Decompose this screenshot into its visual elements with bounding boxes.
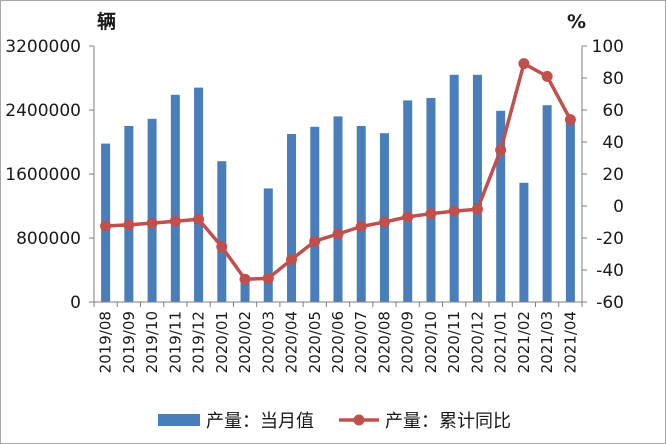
left-tick-label: 1600000 (5, 165, 81, 185)
left-tick-label: 800000 (16, 229, 81, 249)
bar (124, 126, 134, 302)
x-tick-label: 2020/01 (213, 311, 231, 373)
x-tick-label: 2020/02 (236, 311, 254, 373)
bar (542, 105, 552, 302)
x-tick-label: 2020/09 (399, 311, 417, 373)
x-tick-label: 2020/04 (283, 311, 301, 373)
line-point (332, 228, 344, 240)
line-point (541, 70, 553, 82)
x-tick-label: 2019/08 (97, 311, 115, 373)
bar (356, 126, 366, 302)
right-tick-label: 40 (602, 133, 624, 153)
legend-bar-swatch (158, 414, 200, 426)
x-tick-label: 2021/02 (515, 311, 533, 373)
line-point (169, 215, 181, 227)
right-tick-label: -20 (596, 229, 624, 249)
x-tick-label: 2019/10 (143, 311, 161, 373)
left-tick-label: 3200000 (5, 37, 81, 57)
bar (147, 118, 157, 302)
line-point (378, 216, 390, 228)
line-point (425, 208, 437, 220)
bar (472, 74, 482, 302)
left-tick-label: 2400000 (5, 101, 81, 121)
bar (170, 94, 180, 302)
line-point (262, 272, 274, 284)
bar (217, 161, 227, 302)
bar (310, 126, 320, 302)
right-tick-label: 60 (602, 101, 624, 121)
x-tick-label: 2020/11 (445, 311, 463, 373)
bar (519, 182, 529, 302)
line-point (239, 273, 251, 285)
bar (496, 110, 506, 302)
x-tick-label: 2021/04 (561, 311, 579, 373)
line-point (402, 211, 414, 223)
line-point (146, 217, 158, 229)
right-tick-label: 100 (592, 37, 624, 57)
axes (89, 45, 587, 307)
legend-line-marker (353, 414, 365, 426)
x-tick-label: 2020/03 (259, 311, 277, 373)
bar-series (101, 74, 575, 303)
line-point (123, 219, 135, 231)
line-point (564, 114, 576, 126)
bar (194, 87, 204, 302)
x-tick-label: 2020/06 (329, 311, 347, 373)
x-tick-label: 2021/03 (538, 311, 556, 373)
legend-line-label: 产量：累计同比 (385, 411, 511, 432)
x-tick-label: 2019/12 (190, 311, 208, 373)
bar (403, 100, 413, 303)
right-tick-label: 20 (602, 165, 624, 185)
x-tick-label: 2020/12 (468, 311, 486, 373)
line-point (355, 220, 367, 232)
legend: 产量：当月值 产量：累计同比 (158, 411, 511, 432)
bar (333, 116, 343, 303)
x-tick-label: 2019/09 (120, 311, 138, 373)
x-tick-label: 2020/08 (375, 311, 393, 373)
bar (263, 188, 273, 302)
bar (287, 134, 297, 302)
line-point (309, 235, 321, 247)
x-tick-label: 2019/11 (166, 311, 184, 373)
line-point (286, 254, 298, 266)
x-tick-label: 2020/07 (352, 311, 370, 373)
line-point (518, 58, 530, 70)
right-tick-label: -40 (596, 261, 624, 281)
right-tick-label: -60 (596, 293, 624, 313)
line-point (471, 203, 483, 215)
bar (240, 282, 250, 302)
left-tick-label: 0 (70, 293, 81, 313)
left-axis-unit: 辆 (97, 10, 116, 33)
tick-labels: 0 800000 1600000 2400000 3200000 -60 -40 -20 0 20… (5, 37, 624, 373)
right-tick-label: 0 (613, 197, 624, 217)
line-point (216, 241, 228, 253)
line-series (100, 58, 576, 285)
bar (449, 74, 459, 302)
bar (426, 98, 436, 302)
x-tick-label: 2020/05 (306, 311, 324, 373)
line-point (193, 213, 205, 225)
bar (565, 118, 575, 302)
line-point (448, 205, 460, 217)
line-point (100, 220, 112, 232)
x-tick-label: 2021/01 (492, 311, 510, 373)
right-tick-label: 80 (602, 69, 624, 89)
legend-bar-label: 产量：当月值 (206, 411, 314, 432)
right-axis-unit: % (567, 11, 586, 33)
line-point (495, 144, 507, 156)
x-tick-label: 2020/10 (422, 311, 440, 373)
